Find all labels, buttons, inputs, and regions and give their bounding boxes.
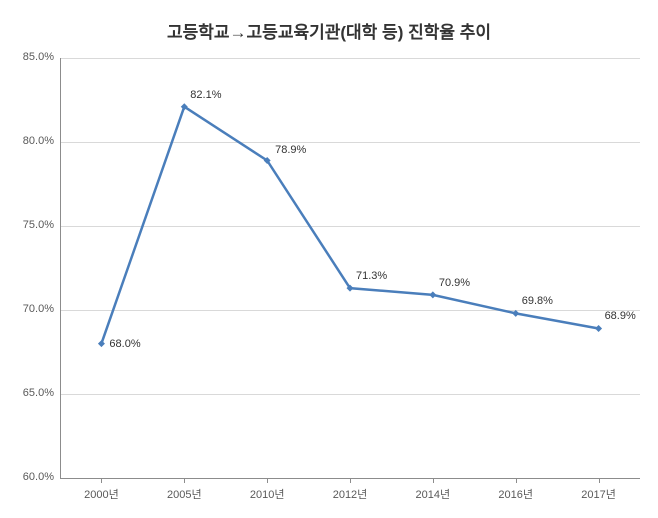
- x-axis-label: 2016년: [486, 486, 546, 502]
- y-axis-label: 70.0%: [4, 303, 54, 315]
- x-axis-label: 2000년: [71, 486, 131, 502]
- x-axis-label: 2014년: [403, 486, 463, 502]
- line-series: [60, 58, 640, 480]
- x-axis-label: 2012년: [320, 486, 380, 502]
- data-label: 71.3%: [356, 270, 387, 282]
- data-marker: [512, 310, 519, 317]
- data-label: 70.9%: [439, 277, 470, 289]
- y-axis-label: 60.0%: [4, 471, 54, 483]
- chart-container: 고등학교→고등교육기관(대학 등) 진학율 추이 68.0% 82.1% 78.9%…: [0, 0, 658, 518]
- data-marker: [98, 340, 105, 347]
- plot-area: 68.0% 82.1% 78.9% 71.3% 70.9% 69.8% 68.9%: [60, 58, 640, 478]
- data-label: 78.9%: [275, 144, 306, 156]
- data-label: 68.9%: [605, 310, 636, 322]
- chart-title: 고등학교→고등교육기관(대학 등) 진학율 추이: [0, 0, 658, 43]
- y-axis-label: 80.0%: [4, 135, 54, 147]
- data-label: 69.8%: [522, 295, 553, 307]
- data-label: 82.1%: [190, 89, 221, 101]
- data-marker: [595, 325, 602, 332]
- y-axis-label: 65.0%: [4, 387, 54, 399]
- y-axis-label: 75.0%: [4, 219, 54, 231]
- x-axis-label: 2010년: [237, 486, 297, 502]
- data-label: 68.0%: [109, 338, 140, 350]
- x-axis-label: 2017년: [569, 486, 629, 502]
- data-marker: [429, 291, 436, 298]
- y-axis-label: 85.0%: [4, 51, 54, 63]
- x-axis-label: 2005년: [154, 486, 214, 502]
